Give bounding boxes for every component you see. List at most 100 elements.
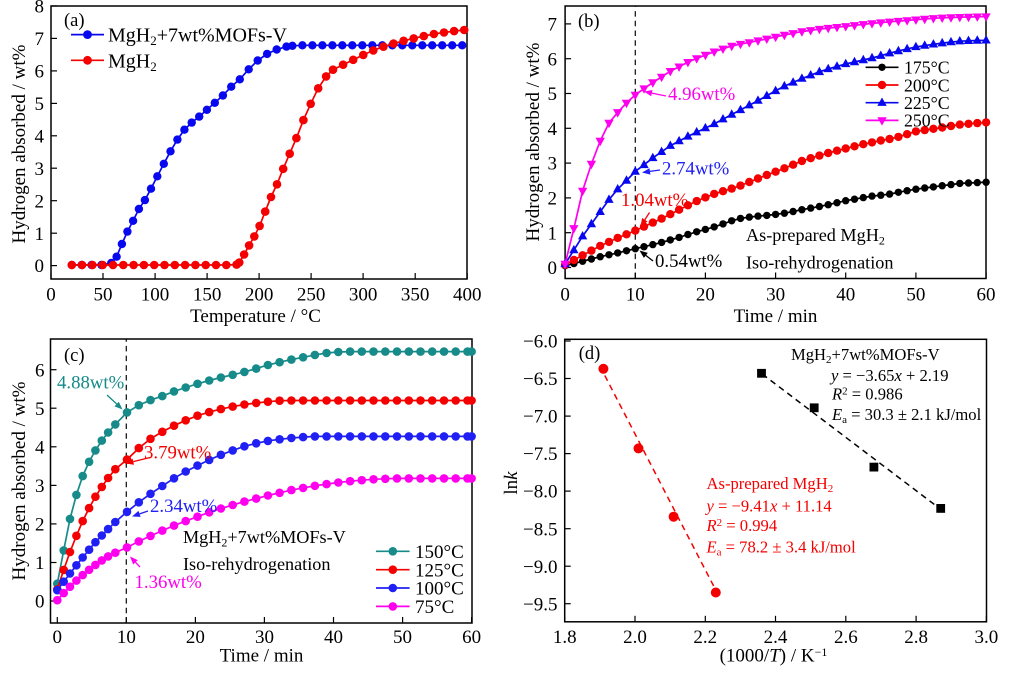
svg-text:As-prepared MgH2: As-prepared MgH2 xyxy=(707,474,834,495)
svg-text:1: 1 xyxy=(35,224,45,245)
svg-text:5: 5 xyxy=(35,399,45,420)
svg-text:2.34wt%: 2.34wt% xyxy=(150,496,217,517)
svg-text:3: 3 xyxy=(548,154,558,175)
svg-text:2.2: 2.2 xyxy=(693,627,717,648)
svg-text:−9.0: −9.0 xyxy=(523,557,557,578)
svg-text:1.36wt%: 1.36wt% xyxy=(135,572,202,593)
svg-text:Time / min: Time / min xyxy=(734,306,818,327)
svg-text:MgH2+7wt%MOFs-V: MgH2+7wt%MOFs-V xyxy=(183,527,346,550)
svg-text:6: 6 xyxy=(35,62,45,83)
svg-text:250: 250 xyxy=(297,285,326,306)
svg-text:y = −9.41x + 11.14: y = −9.41x + 11.14 xyxy=(705,497,833,516)
svg-text:3.79wt%: 3.79wt% xyxy=(144,443,211,464)
svg-text:(b): (b) xyxy=(578,12,600,32)
svg-text:50: 50 xyxy=(906,285,925,306)
svg-text:5: 5 xyxy=(548,84,558,105)
svg-text:4: 4 xyxy=(35,437,45,458)
svg-text:0: 0 xyxy=(35,256,45,277)
svg-text:Ea = 78.2 ± 3.4 kJ/mol: Ea = 78.2 ± 3.4 kJ/mol xyxy=(706,538,857,559)
svg-text:3: 3 xyxy=(35,476,45,497)
svg-text:100°C: 100°C xyxy=(415,579,464,600)
svg-text:Iso-rehydrogenation: Iso-rehydrogenation xyxy=(183,554,330,574)
svg-text:R2 = 0.994: R2 = 0.994 xyxy=(706,516,778,535)
svg-text:40: 40 xyxy=(836,285,855,306)
svg-text:0: 0 xyxy=(560,285,570,306)
svg-text:20: 20 xyxy=(186,627,205,648)
svg-text:20: 20 xyxy=(696,285,715,306)
svg-text:0: 0 xyxy=(35,592,45,613)
svg-text:150°C: 150°C xyxy=(415,542,464,563)
svg-text:(a): (a) xyxy=(64,11,85,31)
svg-text:150: 150 xyxy=(193,285,222,306)
svg-text:60: 60 xyxy=(977,285,996,306)
svg-text:60: 60 xyxy=(462,627,481,648)
svg-text:8: 8 xyxy=(35,0,45,18)
svg-text:−7.5: −7.5 xyxy=(523,444,557,465)
svg-text:125°C: 125°C xyxy=(415,560,464,581)
svg-text:2: 2 xyxy=(35,515,45,536)
svg-text:Time / min: Time / min xyxy=(220,646,304,667)
svg-text:R2 = 0.986: R2 = 0.986 xyxy=(831,385,903,404)
svg-text:2.8: 2.8 xyxy=(904,627,928,648)
svg-text:250°C: 250°C xyxy=(904,111,950,131)
svg-text:200: 200 xyxy=(245,285,274,306)
svg-text:7: 7 xyxy=(548,15,558,36)
svg-text:Hydrogen absorbed / wt%: Hydrogen absorbed / wt% xyxy=(523,42,544,241)
svg-text:2.74wt%: 2.74wt% xyxy=(662,159,729,180)
svg-text:50: 50 xyxy=(94,285,113,306)
svg-text:4.88wt%: 4.88wt% xyxy=(57,373,124,394)
svg-text:4: 4 xyxy=(548,119,558,140)
svg-text:1.8: 1.8 xyxy=(553,627,577,648)
svg-text:40: 40 xyxy=(324,627,343,648)
svg-text:0: 0 xyxy=(46,285,56,306)
svg-text:lnk: lnk xyxy=(501,471,522,495)
svg-text:30: 30 xyxy=(766,285,785,306)
svg-text:300: 300 xyxy=(349,285,378,306)
svg-text:1.04wt%: 1.04wt% xyxy=(621,190,688,211)
svg-text:1: 1 xyxy=(35,553,45,574)
svg-text:100: 100 xyxy=(141,285,170,306)
svg-text:0.54wt%: 0.54wt% xyxy=(655,251,722,272)
svg-text:75°C: 75°C xyxy=(415,597,454,618)
svg-text:50: 50 xyxy=(393,627,412,648)
svg-text:(c): (c) xyxy=(64,346,85,366)
svg-text:y = −3.65x + 2.19: y = −3.65x + 2.19 xyxy=(829,366,949,385)
svg-text:2: 2 xyxy=(548,189,558,210)
svg-text:3: 3 xyxy=(35,159,45,180)
svg-text:−6.0: −6.0 xyxy=(523,332,557,353)
svg-text:MgH2: MgH2 xyxy=(108,50,157,74)
svg-text:175°C: 175°C xyxy=(904,58,950,78)
svg-text:−9.5: −9.5 xyxy=(523,594,557,615)
svg-text:Iso-rehydrogenation: Iso-rehydrogenation xyxy=(746,253,893,273)
svg-text:200°C: 200°C xyxy=(904,75,950,95)
svg-text:0: 0 xyxy=(53,627,63,648)
svg-text:(d): (d) xyxy=(579,344,601,364)
svg-text:10: 10 xyxy=(626,285,645,306)
svg-text:−8.0: −8.0 xyxy=(523,482,557,503)
svg-text:5: 5 xyxy=(35,94,45,115)
svg-text:Ea = 30.3 ± 2.1 kJ/mol: Ea = 30.3 ± 2.1 kJ/mol xyxy=(831,405,982,426)
svg-text:Hydrogen absorbed / wt%: Hydrogen absorbed / wt% xyxy=(9,381,30,580)
svg-text:Temperature / °C: Temperature / °C xyxy=(190,306,321,327)
svg-text:−8.5: −8.5 xyxy=(523,519,557,540)
svg-text:4: 4 xyxy=(35,126,45,147)
svg-text:(1000/T) / K−1: (1000/T) / K−1 xyxy=(720,645,828,667)
svg-text:400: 400 xyxy=(453,285,482,306)
svg-text:1: 1 xyxy=(548,223,558,244)
svg-text:30: 30 xyxy=(255,627,274,648)
svg-text:350: 350 xyxy=(401,285,430,306)
svg-text:2.4: 2.4 xyxy=(764,627,788,648)
svg-text:225°C: 225°C xyxy=(904,93,950,113)
svg-text:6: 6 xyxy=(35,360,45,381)
svg-text:−6.5: −6.5 xyxy=(523,369,557,390)
svg-text:3.0: 3.0 xyxy=(975,627,999,648)
svg-text:As-prepared MgH2: As-prepared MgH2 xyxy=(746,225,885,248)
svg-text:−7.0: −7.0 xyxy=(523,407,557,428)
svg-text:2.6: 2.6 xyxy=(834,627,858,648)
svg-text:7: 7 xyxy=(35,29,45,50)
svg-text:2: 2 xyxy=(35,191,45,212)
svg-text:10: 10 xyxy=(117,627,136,648)
svg-text:0: 0 xyxy=(548,258,558,279)
svg-text:Hydrogen absorbed / wt%: Hydrogen absorbed / wt% xyxy=(9,44,30,243)
svg-text:4.96wt%: 4.96wt% xyxy=(668,84,735,105)
